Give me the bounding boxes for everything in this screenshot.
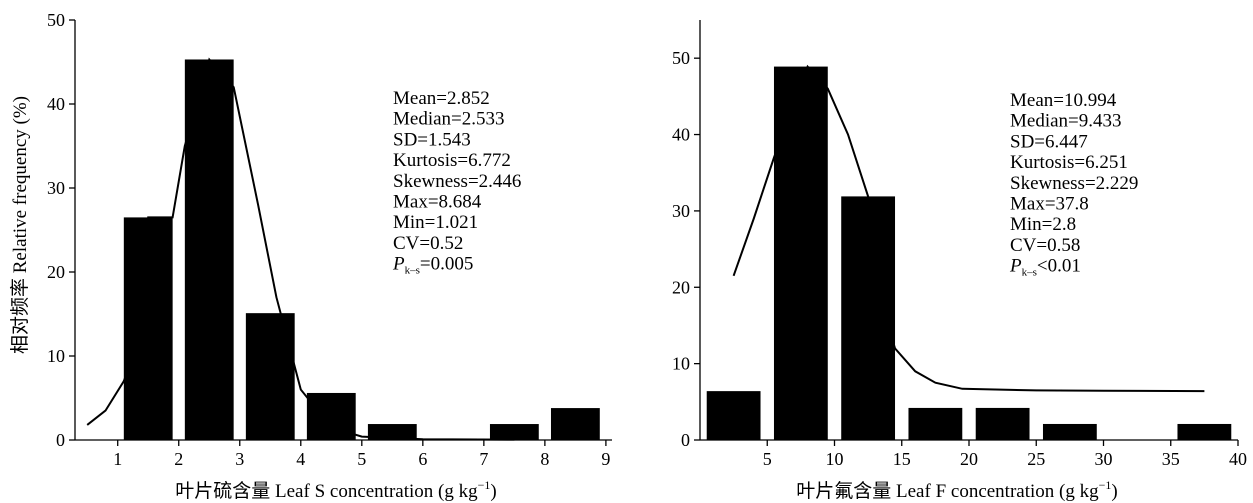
- s-bar-1: [184, 59, 234, 440]
- s-y-tick-label: 30: [47, 178, 65, 198]
- f-stat-line: CV=0.58: [1010, 235, 1080, 256]
- s-bar-0: [123, 217, 173, 440]
- f-x-axis-title: 叶片氟含量 Leaf F concentration (g kg−1): [796, 478, 1117, 502]
- f-x-tick-label: 20: [960, 449, 978, 469]
- s-stat-line: Min=1.021: [393, 212, 478, 233]
- y-axis-title: 相对频率 Relative frequency (%): [9, 96, 31, 354]
- s-bar-2: [245, 313, 295, 440]
- f-stat-line: Mean=10.994: [1010, 90, 1117, 111]
- s-x-axis-title: 叶片硫含量 Leaf S concentration (g kg−1): [175, 478, 496, 502]
- s-y-tick-label: 20: [47, 262, 65, 282]
- s-y-tick-label: 50: [47, 10, 65, 30]
- f-x-tick-label: 30: [1095, 449, 1113, 469]
- f-y-tick-label: 10: [672, 354, 690, 374]
- s-x-tick-label: 8: [540, 449, 549, 469]
- s-x-tick-label: 9: [601, 449, 610, 469]
- s-x-tick-label: 6: [418, 449, 427, 469]
- f-x-tick-label: 10: [826, 449, 844, 469]
- s-y-tick-label: 0: [56, 430, 65, 450]
- s-x-tick-label: 2: [174, 449, 183, 469]
- f-bar-6: [1177, 423, 1232, 440]
- f-stat-line: Min=2.8: [1010, 214, 1076, 235]
- s-y-tick-label: 10: [47, 346, 65, 366]
- f-bar-3: [908, 407, 963, 440]
- s-fit-curve: [86, 57, 515, 441]
- f-bar-5: [1042, 423, 1097, 440]
- s-x-tick-label: 5: [357, 449, 366, 469]
- s-stat-line: Max=8.684: [393, 192, 482, 213]
- s-stat-line: Skewness=2.446: [393, 171, 521, 192]
- f-stat-line: Max=37.8: [1010, 194, 1089, 215]
- s-x-tick-label: 1: [113, 449, 122, 469]
- s-bar-4: [367, 424, 417, 440]
- s-bar-5: [489, 424, 539, 440]
- f-bar-1: [773, 66, 828, 440]
- f-y-tick-label: 30: [672, 201, 690, 221]
- f-stat-line: Kurtosis=6.251: [1010, 152, 1128, 173]
- f-y-tick-label: 20: [672, 277, 690, 297]
- f-stat-pks: Pk–s<0.01: [1009, 256, 1081, 279]
- s-stat-line: SD=1.543: [393, 129, 471, 150]
- s-stat-line: Kurtosis=6.772: [393, 150, 511, 171]
- f-x-tick-label: 35: [1162, 449, 1180, 469]
- f-y-tick-label: 40: [672, 125, 690, 145]
- f-x-tick-label: 5: [763, 449, 772, 469]
- s-x-tick-label: 7: [479, 449, 488, 469]
- s-stat-line: Mean=2.852: [393, 88, 490, 109]
- f-y-tick-label: 0: [681, 430, 690, 450]
- f-y-tick-label: 50: [672, 48, 690, 68]
- s-stat-line: Median=2.533: [393, 109, 505, 130]
- f-bar-4: [975, 407, 1030, 440]
- f-bar-0: [706, 391, 761, 440]
- s-stat-pks: Pk–s=0.005: [392, 254, 473, 277]
- s-x-tick-label: 4: [296, 449, 305, 469]
- s-y-tick-label: 40: [47, 94, 65, 114]
- s-x-tick-label: 3: [235, 449, 244, 469]
- f-fit-curve: [732, 64, 1205, 393]
- f-stat-line: Skewness=2.229: [1010, 173, 1138, 194]
- f-x-tick-label: 25: [1027, 449, 1045, 469]
- s-stat-line: CV=0.52: [393, 233, 463, 254]
- f-stat-line: Median=9.433: [1010, 111, 1122, 132]
- f-x-tick-label: 15: [893, 449, 911, 469]
- s-bar-6: [550, 408, 600, 440]
- f-x-tick-label: 40: [1229, 449, 1247, 469]
- f-stat-line: SD=6.447: [1010, 131, 1088, 152]
